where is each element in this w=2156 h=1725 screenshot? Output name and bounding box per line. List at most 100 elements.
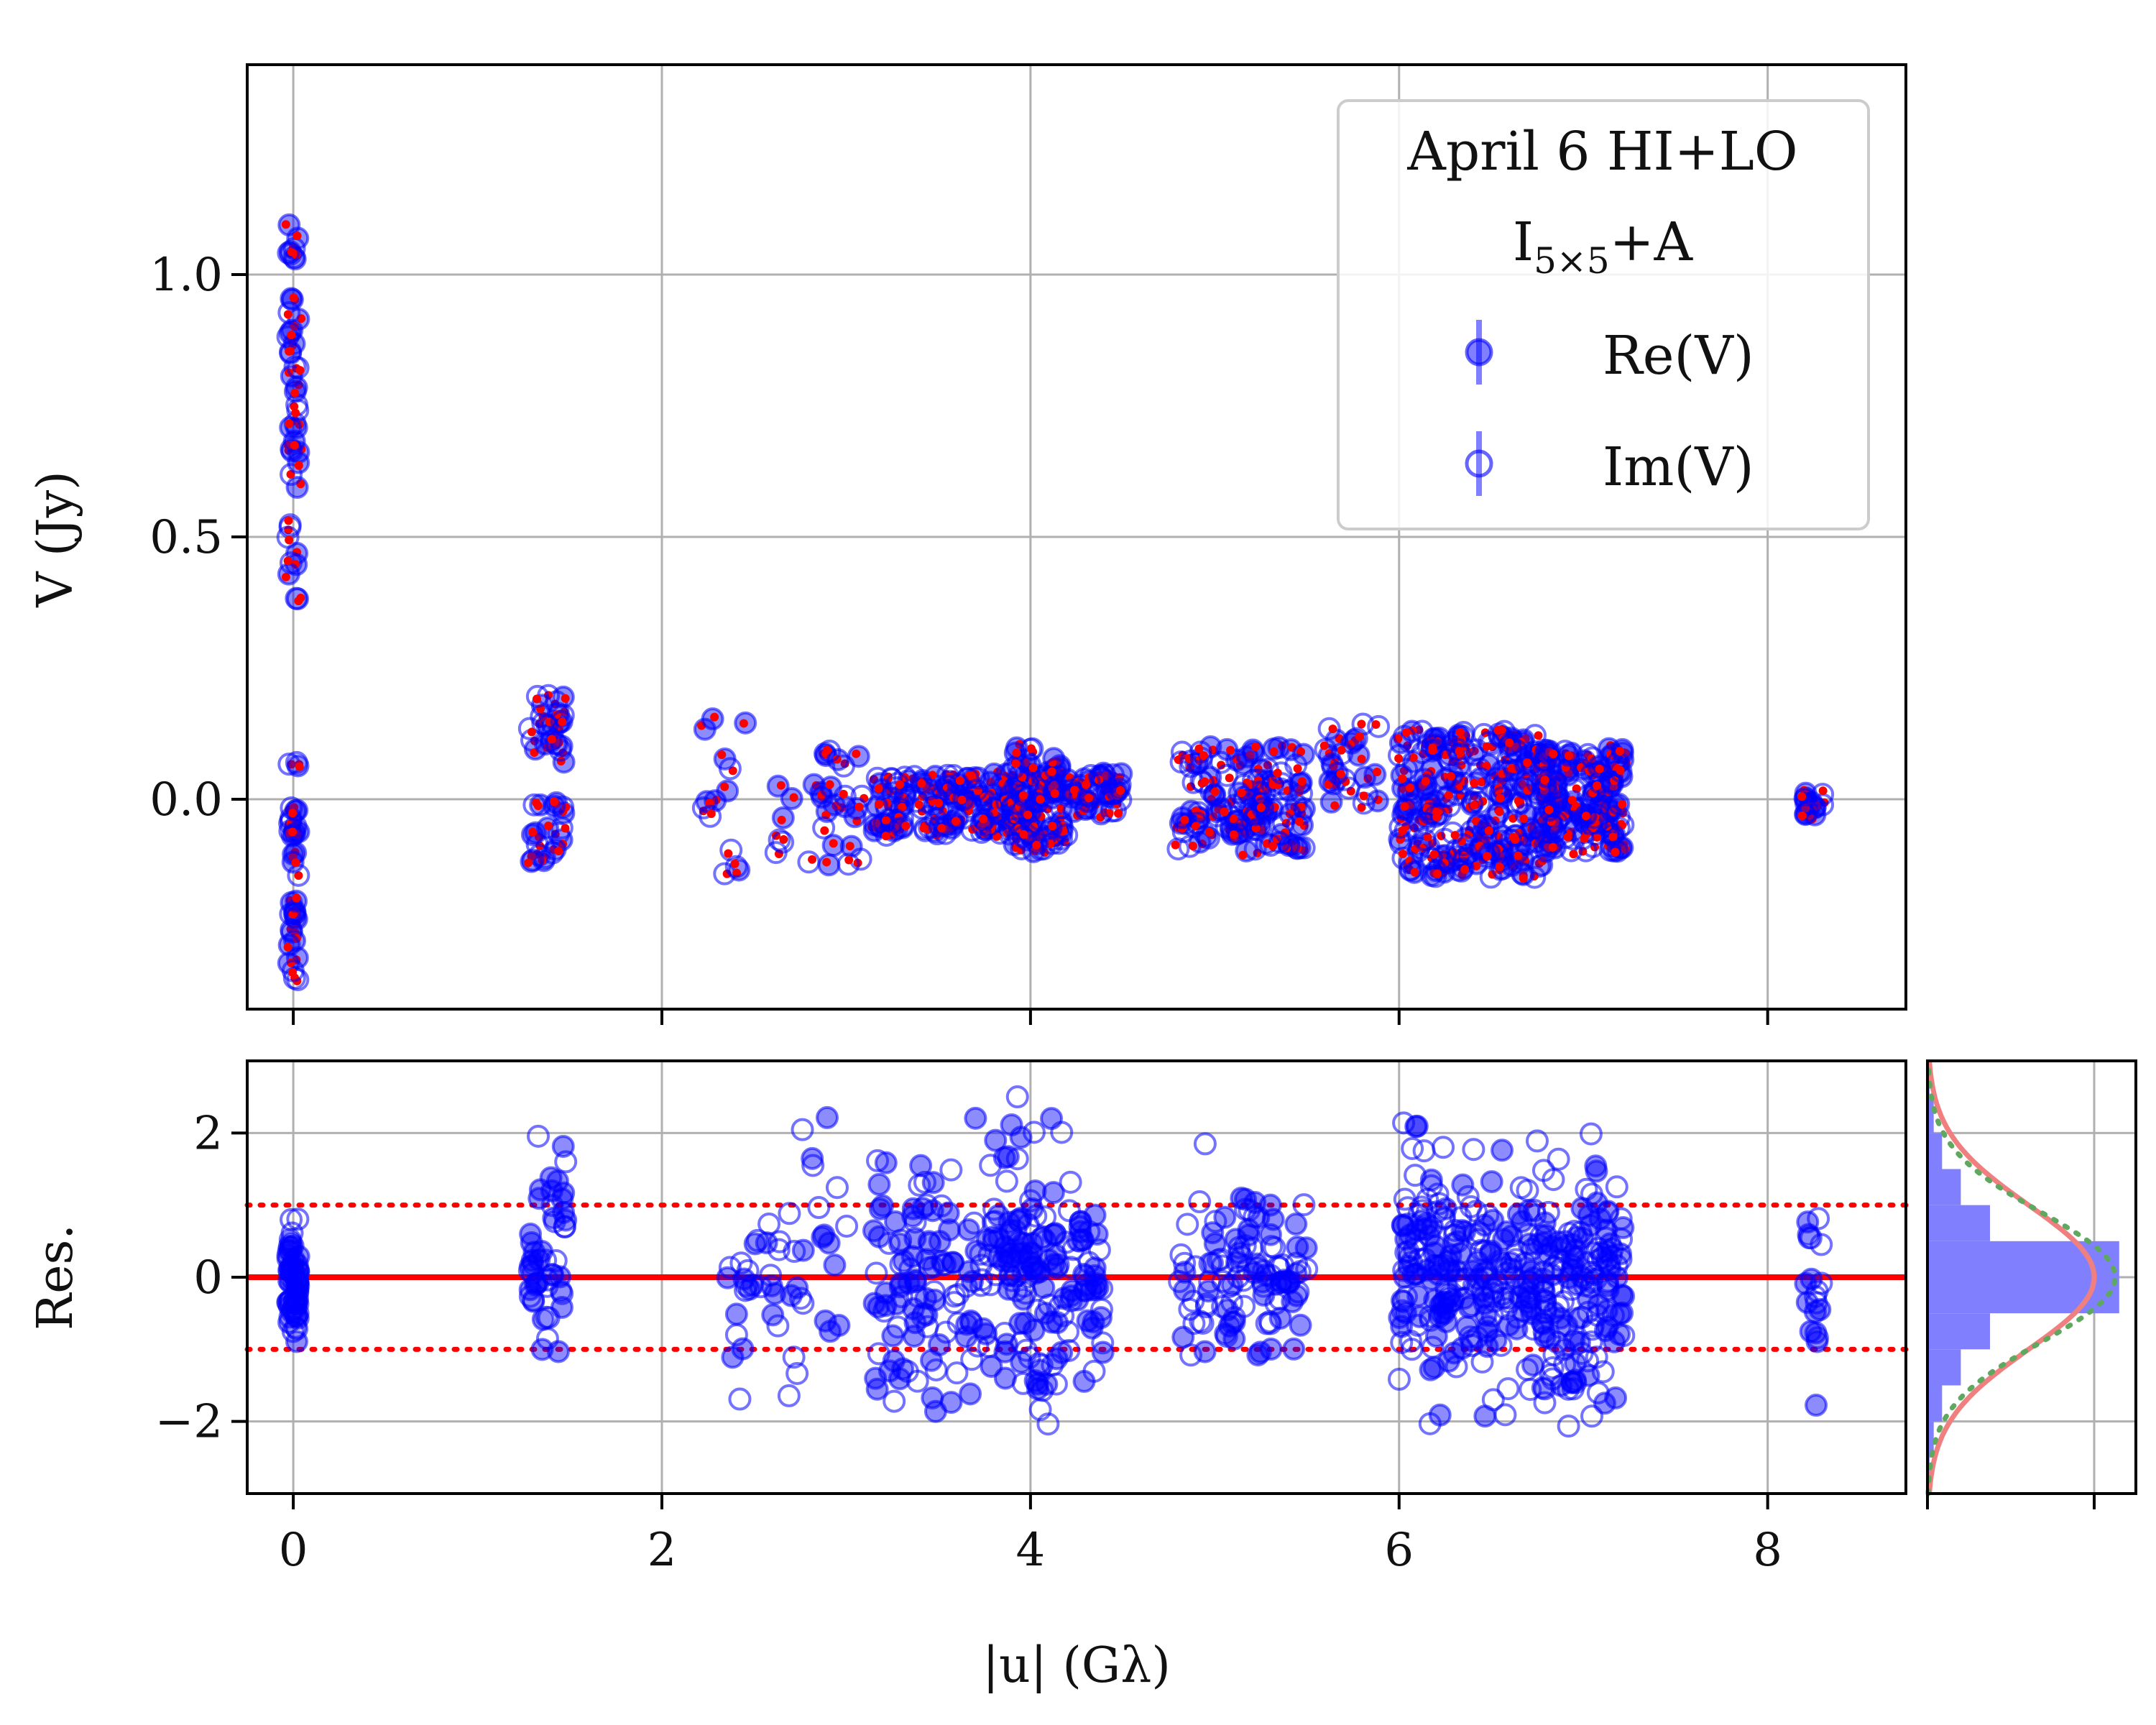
- residual-point-im: [729, 1251, 753, 1275]
- data-point-im: [1499, 828, 1523, 852]
- model-point: [1608, 832, 1618, 842]
- model-point: [290, 441, 299, 450]
- model-point: [287, 967, 297, 977]
- model-point: [547, 735, 556, 744]
- residual-point-re: [1203, 1232, 1227, 1256]
- model-point: [1268, 842, 1278, 851]
- model-point: [1548, 842, 1557, 852]
- residual-point-re: [957, 1218, 980, 1241]
- model-point: [1433, 869, 1442, 878]
- residual-point-im: [1432, 1136, 1455, 1159]
- residual-point-im: [1533, 1377, 1557, 1401]
- residual-point-im: [1418, 1412, 1442, 1435]
- model-point: [1432, 812, 1442, 822]
- histogram-gaussian-reference: [1925, 1058, 2118, 1496]
- data-point-im: [1451, 724, 1475, 748]
- residual-point-im: [1407, 1247, 1431, 1271]
- data-point-im: [1598, 838, 1622, 862]
- model-point: [1336, 769, 1345, 778]
- residual-point-re: [1495, 1220, 1519, 1243]
- residual-point-im: [1404, 1164, 1427, 1187]
- data-point-re: [1194, 824, 1218, 848]
- data-point-im: [925, 787, 949, 811]
- model-point: [281, 220, 290, 229]
- model-point: [779, 834, 788, 844]
- model-point: [777, 815, 786, 824]
- residual-point-im: [521, 1288, 545, 1312]
- residual-point-re: [546, 1340, 570, 1363]
- model-point: [1032, 840, 1041, 850]
- model-point: [1225, 773, 1234, 783]
- residual-point-re: [996, 1145, 1020, 1169]
- model-point: [1180, 815, 1189, 824]
- residual-point-im: [1193, 1132, 1217, 1156]
- model-point: [295, 366, 305, 375]
- data-point-im: [1491, 786, 1514, 809]
- model-point: [1194, 744, 1204, 753]
- residual-point-im: [1390, 1330, 1414, 1354]
- residual-point-re: [1237, 1223, 1261, 1247]
- residual-point-re: [1091, 1340, 1115, 1364]
- histogram-bar: [1927, 1349, 1961, 1386]
- residual-point-re: [1467, 1267, 1491, 1291]
- residual-point-re: [1805, 1394, 1828, 1417]
- data-point-im: [833, 784, 857, 808]
- model-point: [1540, 776, 1549, 785]
- data-point-im: [280, 463, 303, 487]
- residual-point-re: [1086, 1276, 1110, 1300]
- model-point: [895, 780, 904, 789]
- model-point: [1256, 803, 1266, 812]
- model-point: [1611, 847, 1620, 857]
- residual-point-re: [1552, 1338, 1576, 1361]
- model-point: [290, 402, 299, 411]
- data-point-im: [1554, 826, 1577, 850]
- model-point: [1505, 738, 1514, 748]
- histogram-bar: [1927, 1421, 1934, 1458]
- residual-y-ticks: −2 0 2: [155, 1107, 247, 1449]
- model-point: [1245, 750, 1255, 760]
- model-point: [1615, 747, 1624, 756]
- residual-point-re: [1282, 1337, 1306, 1361]
- model-point: [294, 461, 303, 470]
- residual-point-re: [867, 1225, 891, 1248]
- model-point: [898, 802, 907, 811]
- residual-point-re: [1431, 1291, 1455, 1315]
- model-point: [720, 782, 729, 791]
- model-point: [1220, 807, 1229, 816]
- residual-point-im: [1470, 1238, 1493, 1262]
- model-point: [914, 800, 923, 809]
- data-point-re: [285, 476, 309, 500]
- model-point: [523, 858, 533, 868]
- residual-y-axis-label: Res.: [27, 1224, 84, 1330]
- data-point-im: [1419, 847, 1443, 870]
- model-point: [1047, 767, 1056, 776]
- data-point-im: [1392, 724, 1416, 748]
- model-point: [1084, 794, 1094, 803]
- residual-point-im: [778, 1202, 801, 1225]
- residual-point-im: [518, 1284, 542, 1308]
- model-point: [825, 780, 834, 789]
- data-point-im: [1796, 799, 1820, 823]
- residual-point-im: [1059, 1170, 1082, 1194]
- residual-point-re: [1284, 1213, 1308, 1236]
- residual-point-im: [867, 1342, 890, 1366]
- residual-point-re: [724, 1302, 748, 1326]
- residual-point-re: [540, 1179, 563, 1202]
- model-point: [1519, 814, 1529, 823]
- residual-point-re: [1795, 1290, 1819, 1314]
- model-point: [1514, 851, 1523, 860]
- model-point: [1398, 774, 1407, 783]
- model-point: [1011, 759, 1021, 768]
- residual-point-re: [817, 1231, 841, 1255]
- residual-point-im: [1547, 1248, 1571, 1272]
- residual-histogram-panel: [1925, 1058, 2137, 1509]
- residual-point-im: [783, 1240, 806, 1264]
- residual-point-im: [287, 1260, 310, 1284]
- residual-point-re: [1437, 1349, 1460, 1373]
- model-point: [284, 516, 293, 525]
- residual-point-re: [1796, 1210, 1820, 1234]
- residual-point-im: [825, 1176, 849, 1200]
- data-point-im: [1002, 756, 1026, 780]
- model-point: [1357, 754, 1366, 763]
- residual-point-im: [1054, 1230, 1078, 1254]
